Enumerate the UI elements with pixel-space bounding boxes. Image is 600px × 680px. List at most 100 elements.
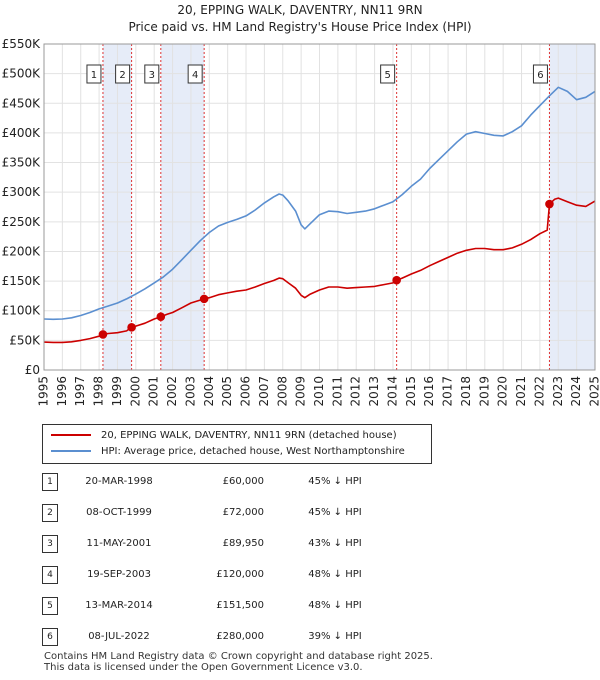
y-tick-label: £50K [9,333,41,347]
sale-label: 2 [119,70,125,81]
y-tick-label: £150K [2,274,42,288]
y-tick-label: £300K [2,185,42,199]
table-row: 2 08-OCT-1999 £72,000 45% ↓ HPI [42,504,442,522]
plot-frame [43,43,596,371]
sale-hpi-diff: 48% ↓ HPI [308,569,362,580]
y-tick-label: £100K [2,304,42,318]
series-line [43,86,596,321]
x-tick-label: 2007 [257,376,271,407]
sale-hpi-diff: 45% ↓ HPI [308,476,362,487]
sale-number-badge: 5 [42,597,58,615]
sale-price: £72,000 [222,507,264,518]
x-tick-label: 2014 [385,376,399,407]
x-tick-label: 2017 [441,376,455,407]
x-tick-label: 2008 [275,376,289,407]
sale-number-badge: 2 [42,504,58,522]
sale-number-badge: 6 [42,628,58,646]
sale-hpi-diff: 48% ↓ HPI [308,600,362,611]
sale-label: 1 [91,70,97,81]
sale-hpi-diff: 45% ↓ HPI [308,507,362,518]
table-row: 6 08-JUL-2022 £280,000 39% ↓ HPI [42,628,442,646]
table-row: 5 13-MAR-2014 £151,500 48% ↓ HPI [42,597,442,615]
y-tick-label: £550K [2,37,42,51]
sale-point [98,330,108,339]
x-tick-label: 2001 [147,376,161,407]
sale-date: 13-MAR-2014 [85,600,153,611]
sale-label: 6 [537,70,543,81]
y-tick-label: £250K [2,215,42,229]
sale-point [545,199,554,209]
sale-date: 08-OCT-1999 [86,507,152,518]
sale-label-box [115,64,131,84]
x-tick-label: 2009 [294,376,308,407]
x-tick-label: 2016 [422,376,436,407]
x-tick-label: 2018 [459,376,473,407]
sale-point [199,294,209,304]
legend: 20, EPPING WALK, DAVENTRY, NN11 9RN (det… [42,424,432,464]
sale-price: £120,000 [216,569,264,580]
sale-label-box [380,64,396,84]
x-tick-label: 1995 [37,376,51,407]
x-tick-label: 1997 [73,376,87,407]
x-tick-label: 2000 [128,376,142,407]
sale-point [156,312,166,321]
sale-label-box [86,64,102,84]
shaded-period [549,44,595,370]
x-tick-label: 2021 [514,376,528,407]
x-tick-label: 2019 [477,376,491,407]
x-tick-label: 2015 [404,376,418,407]
x-tick-label: 2003 [183,376,197,407]
x-tick-label: 2025 [588,376,600,407]
x-tick-label: 2022 [532,376,546,407]
sale-date: 08-JUL-2022 [88,631,150,642]
price-chart: 20, EPPING WALK, DAVENTRY, NN11 9RN Pric… [2,3,600,407]
x-tick-label: 2020 [496,376,510,407]
x-tick-label: 1998 [92,376,106,407]
table-row: 4 19-SEP-2003 £120,000 48% ↓ HPI [42,566,442,584]
sale-date: 20-MAR-1998 [85,476,153,487]
footer-licence: This data is licensed under the Open Gov… [44,662,363,673]
sale-price: £280,000 [216,631,264,642]
sale-hpi-diff: 43% ↓ HPI [308,538,362,549]
x-tick-label: 2024 [569,376,583,407]
y-tick-label: £350K [2,156,42,170]
sale-point [392,275,401,285]
sale-label: 4 [192,70,198,81]
legend-item-property: 20, EPPING WALK, DAVENTRY, NN11 9RN (det… [51,428,397,444]
sale-label-box [187,64,203,84]
x-tick-label: 2002 [165,376,179,407]
x-tick-label: 1999 [110,376,124,407]
legend-property-label: 20, EPPING WALK, DAVENTRY, NN11 9RN (det… [101,430,397,441]
x-tick-label: 2012 [349,376,363,407]
x-tick-label: 2013 [367,376,381,407]
x-tick-label: 2006 [239,376,253,407]
y-tick-label: £500K [2,67,42,81]
shaded-period [160,44,205,370]
sale-hpi-diff: 39% ↓ HPI [308,631,362,642]
hpi-line-swatch [51,450,91,452]
x-tick-label: 2010 [312,376,326,407]
x-tick-label: 2011 [330,376,344,407]
chart-subtitle: Price paid vs. HM Land Registry's House … [128,20,471,34]
sale-number-badge: 1 [42,473,58,491]
sale-label: 3 [149,70,155,81]
x-tick-label: 2023 [551,376,565,407]
sale-number-badge: 4 [42,566,58,584]
x-tick-label: 1996 [55,376,69,407]
sale-price: £151,500 [216,600,264,611]
y-tick-label: £400K [2,126,42,140]
legend-item-hpi: HPI: Average price, detached house, West… [51,444,405,460]
x-tick-label: 2004 [202,376,216,407]
chart-title: 20, EPPING WALK, DAVENTRY, NN11 9RN [177,3,422,17]
table-row: 3 11-MAY-2001 £89,950 43% ↓ HPI [42,535,442,553]
y-tick-label: £0 [25,363,40,377]
footer-attribution: Contains HM Land Registry data © Crown c… [44,651,433,673]
table-row: 1 20-MAR-1998 £60,000 45% ↓ HPI [42,473,442,491]
y-tick-label: £450K [2,96,42,110]
x-tick-label: 2005 [220,376,234,407]
sale-label: 5 [384,70,390,81]
sale-date: 11-MAY-2001 [86,538,152,549]
property-line-swatch [51,434,91,436]
footer-copyright: Contains HM Land Registry data © Crown c… [44,651,433,662]
sale-date: 19-SEP-2003 [87,569,151,580]
